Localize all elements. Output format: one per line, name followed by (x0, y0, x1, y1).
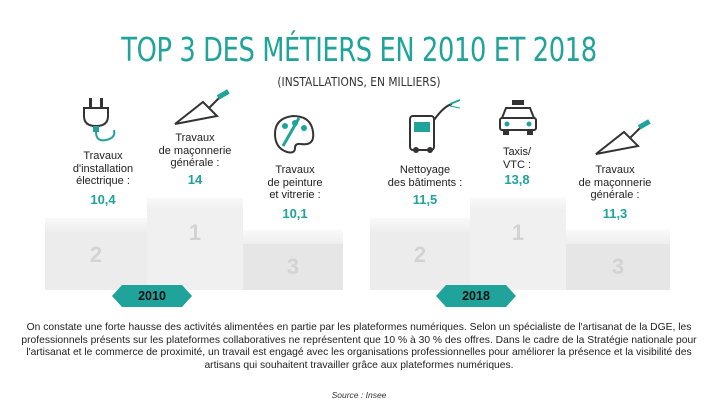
podium-2010-step-1: 1 (147, 198, 243, 290)
podium-2018-label-1: Taxis/VTC : (502, 146, 532, 171)
podium-2018-value-3: 11,3 (602, 206, 628, 221)
podium-2010-step-2: 2 (45, 218, 147, 290)
trowel-icon (174, 89, 230, 125)
paint-palette-icon (273, 114, 315, 154)
explanatory-paragraph: On constate une forte hausse des activit… (21, 322, 697, 371)
podium-2010-value-3: 10,1 (282, 206, 308, 221)
podium-2010-label-3: Travaux de peinture et vitrerie : (267, 164, 323, 201)
podium-2010-label-2: Travaux d'installation électrique : (72, 150, 134, 187)
infographic-title: TOP 3 DES MÉTIERS EN 2010 ET 2018 (121, 30, 597, 69)
infographic-subtitle: (INSTALLATIONS, EN MILLIERS) (277, 74, 441, 89)
year-badge-2018: 2018 (436, 285, 516, 307)
podium-2018-step-2: 2 (370, 218, 470, 290)
podium-2010-label-1: Travaux de maçonnerie générale : (158, 132, 232, 169)
podium-2018-value-2: 11,5 (412, 192, 438, 207)
podium-2018-label-3: Travaux de maçonnerie générale : (578, 164, 652, 201)
podium-2010-value-2: 10,4 (90, 192, 116, 207)
podium-2018-step-1: 1 (470, 198, 566, 290)
year-badge-2010: 2010 (112, 285, 192, 307)
podium-2010-value-1: 14 (187, 172, 203, 187)
electric-plug-icon (83, 98, 116, 142)
taxi-icon (499, 100, 537, 135)
podium-2010-step-3: 3 (243, 230, 343, 290)
podium-2018-value-1: 13,8 (504, 172, 530, 187)
podium-2018-step-3: 3 (566, 230, 670, 290)
source-note: Source : Insee (331, 390, 387, 400)
podium-2018-label-2: Nettoyage des bâtiments : (387, 164, 463, 189)
trowel-icon (595, 119, 651, 155)
pressure-washer-icon (409, 99, 461, 153)
